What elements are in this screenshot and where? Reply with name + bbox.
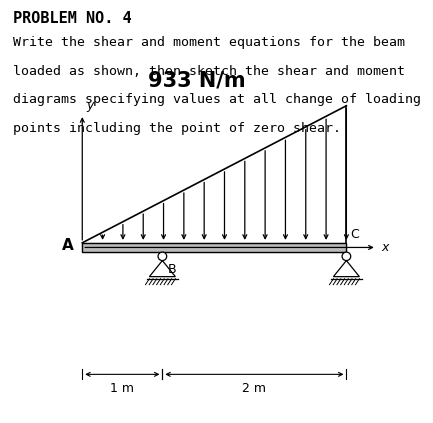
Circle shape xyxy=(342,252,351,261)
Text: B: B xyxy=(168,263,176,276)
Circle shape xyxy=(158,252,167,261)
Text: 1 m: 1 m xyxy=(110,382,134,395)
Bar xyxy=(82,243,346,252)
Bar xyxy=(82,243,346,252)
Text: y: y xyxy=(87,99,94,112)
Text: Write the shear and moment equations for the beam: Write the shear and moment equations for… xyxy=(13,36,405,49)
Text: 933 N/m: 933 N/m xyxy=(148,71,246,91)
Text: PROBLEM NO. 4: PROBLEM NO. 4 xyxy=(13,11,132,25)
Text: diagrams specifying values at all change of loading: diagrams specifying values at all change… xyxy=(13,93,421,107)
Text: A: A xyxy=(62,238,74,253)
Text: 2 m: 2 m xyxy=(242,382,266,395)
Text: C: C xyxy=(350,228,359,241)
Text: loaded as shown, then sketch the shear and moment: loaded as shown, then sketch the shear a… xyxy=(13,65,405,78)
Text: x: x xyxy=(381,241,388,254)
Text: points including the point of zero shear.: points including the point of zero shear… xyxy=(13,122,341,135)
